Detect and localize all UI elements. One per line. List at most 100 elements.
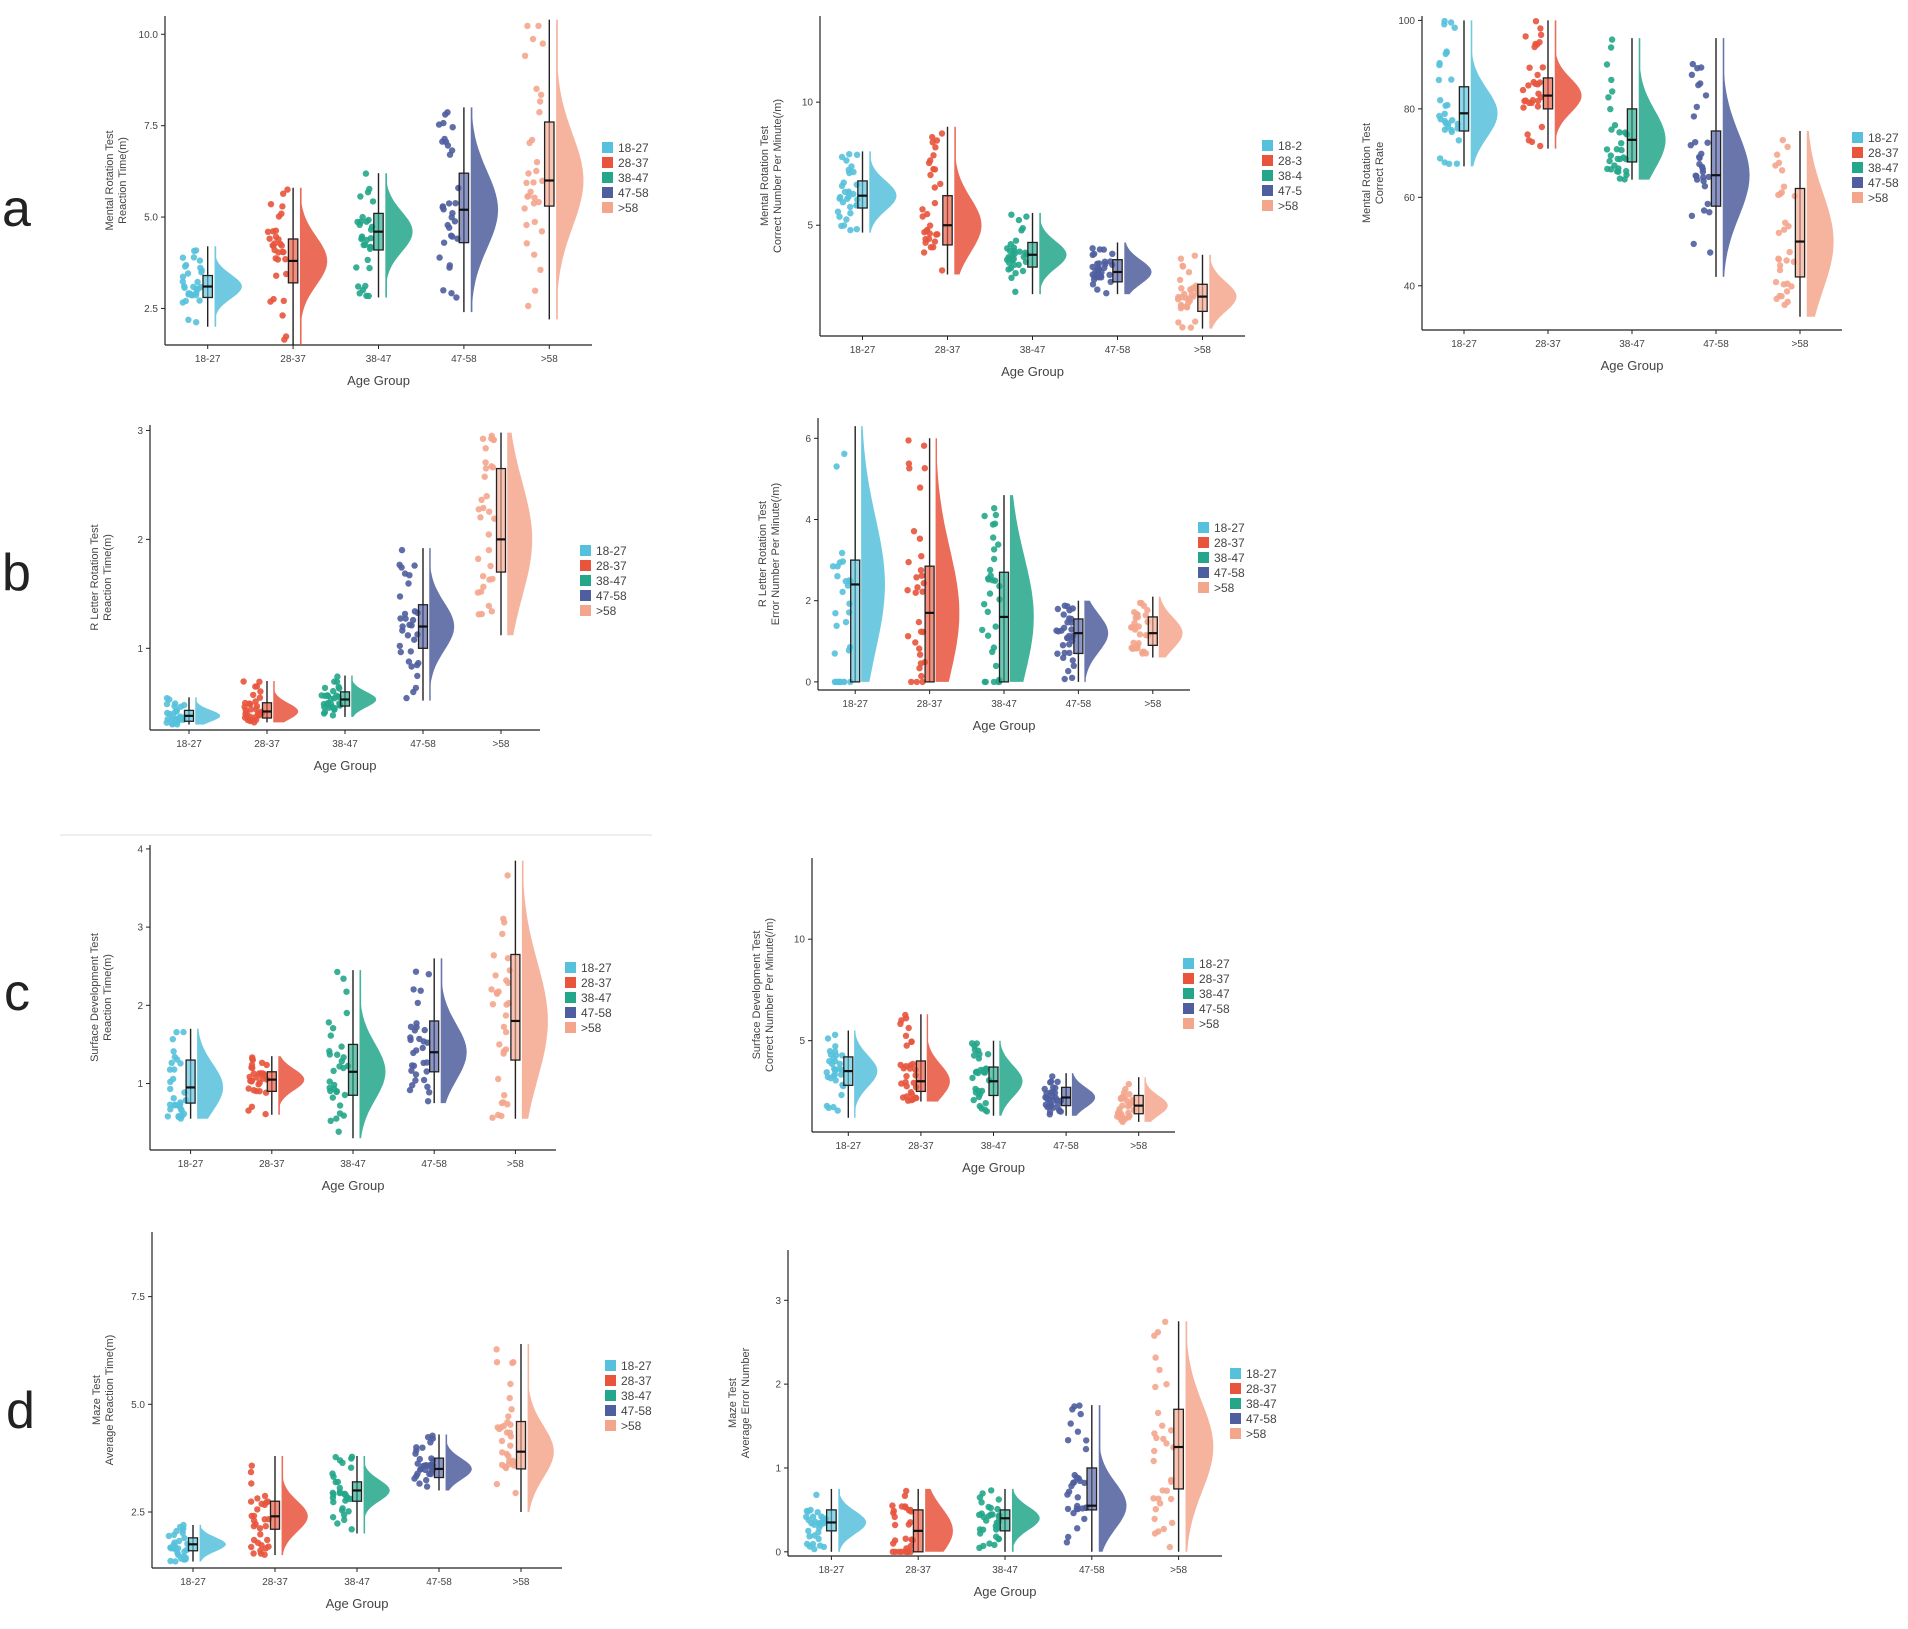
data-point: [916, 484, 924, 491]
data-point: [327, 1032, 334, 1039]
box: [1626, 108, 1638, 163]
row-label-b: b: [2, 544, 31, 602]
data-point: [918, 572, 925, 579]
data-point: [1151, 1447, 1158, 1455]
data-point: [1689, 60, 1697, 68]
data-point: [1101, 258, 1109, 265]
legend-label: 38-4: [1278, 169, 1302, 183]
data-point: [504, 872, 511, 879]
violin: [385, 173, 413, 298]
legend-swatch: [1852, 132, 1863, 143]
data-point: [983, 1517, 990, 1524]
data-point: [530, 179, 537, 186]
legend-label: 38-47: [1214, 551, 1245, 565]
data-point: [489, 464, 497, 471]
data-point: [1537, 31, 1545, 38]
data-point: [1074, 1525, 1081, 1532]
data-point: [990, 534, 997, 541]
x-tick-label: 28-37: [935, 345, 961, 356]
data-point: [817, 1521, 824, 1529]
data-point: [834, 573, 841, 580]
data-point: [836, 678, 843, 686]
data-point: [984, 608, 991, 615]
data-point: [330, 1498, 337, 1506]
data-point: [1613, 146, 1621, 153]
data-point: [1068, 626, 1075, 633]
data-point: [1775, 255, 1782, 262]
data-point: [1609, 88, 1616, 95]
legend-label: >58: [1199, 1017, 1220, 1031]
data-point: [981, 1106, 989, 1114]
legend-swatch: [1183, 1003, 1194, 1014]
data-point: [198, 267, 205, 274]
points: [164, 1028, 189, 1122]
data-point: [506, 1394, 513, 1402]
x-tick-label: 18-27: [180, 1577, 206, 1588]
data-point: [926, 222, 934, 229]
data-point: [1054, 650, 1061, 657]
data-point: [912, 589, 919, 596]
data-point: [330, 687, 337, 695]
data-point: [535, 22, 542, 30]
data-point: [448, 232, 455, 239]
violin: [838, 1488, 867, 1552]
data-point: [846, 151, 853, 158]
data-point: [362, 241, 369, 248]
data-point: [499, 930, 506, 938]
data-point: [405, 580, 412, 587]
violin: [273, 680, 299, 723]
data-point: [1109, 250, 1116, 257]
data-point: [836, 1060, 843, 1068]
data-point: [529, 35, 537, 43]
violin: [1722, 38, 1750, 277]
data-point: [916, 651, 924, 658]
data-point: [970, 1096, 977, 1104]
data-point: [479, 435, 487, 442]
legend-label: 47-58: [621, 1404, 652, 1418]
data-point: [535, 198, 542, 206]
y-tick-label: 3: [137, 426, 143, 437]
legend-swatch: [605, 1405, 616, 1416]
violin: [556, 19, 584, 320]
data-point: [1120, 1089, 1128, 1097]
box: [458, 172, 470, 244]
data-point: [414, 672, 421, 680]
data-point: [486, 576, 493, 583]
legend-label: 47-58: [1868, 176, 1899, 190]
data-point: [919, 678, 926, 686]
x-tick-label: 47-58: [1105, 345, 1131, 356]
data-point: [329, 1514, 337, 1521]
data-point: [1160, 1525, 1168, 1533]
data-point: [992, 623, 999, 630]
y-tick-label: 5: [799, 1036, 805, 1047]
group-5: >58: [1772, 130, 1834, 350]
data-point: [330, 1491, 337, 1498]
data-point: [1778, 293, 1785, 300]
legend-label: >58: [621, 1419, 642, 1433]
data-point: [840, 179, 847, 186]
legend-label: 28-3: [1278, 154, 1302, 168]
data-point: [267, 201, 275, 208]
legend-label: 28-37: [1199, 972, 1230, 986]
x-tick-label: 38-47: [1020, 345, 1046, 356]
legend-label: 28-37: [1214, 536, 1245, 550]
data-point: [841, 188, 849, 196]
data-point: [408, 1062, 416, 1069]
x-axis-title: Age Group: [314, 758, 377, 773]
data-point: [1005, 254, 1012, 261]
data-point: [1070, 662, 1078, 669]
data-point: [358, 233, 366, 240]
x-axis-title: Age Group: [326, 1596, 389, 1611]
data-point: [168, 1059, 175, 1067]
data-point: [898, 1080, 905, 1087]
data-point: [242, 707, 249, 714]
group-3: 38-47: [979, 495, 1034, 710]
data-point: [179, 1526, 186, 1534]
data-point: [1162, 1318, 1169, 1326]
violin: [199, 1524, 226, 1562]
x-tick-label: 38-47: [332, 739, 358, 750]
data-point: [164, 1113, 171, 1120]
violin: [363, 1456, 390, 1534]
legend-swatch: [1198, 567, 1209, 578]
